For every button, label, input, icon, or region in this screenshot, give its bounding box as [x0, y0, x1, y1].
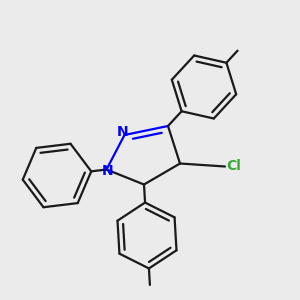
Text: Cl: Cl	[226, 160, 242, 173]
Text: N: N	[102, 164, 114, 178]
Text: N: N	[117, 125, 129, 139]
